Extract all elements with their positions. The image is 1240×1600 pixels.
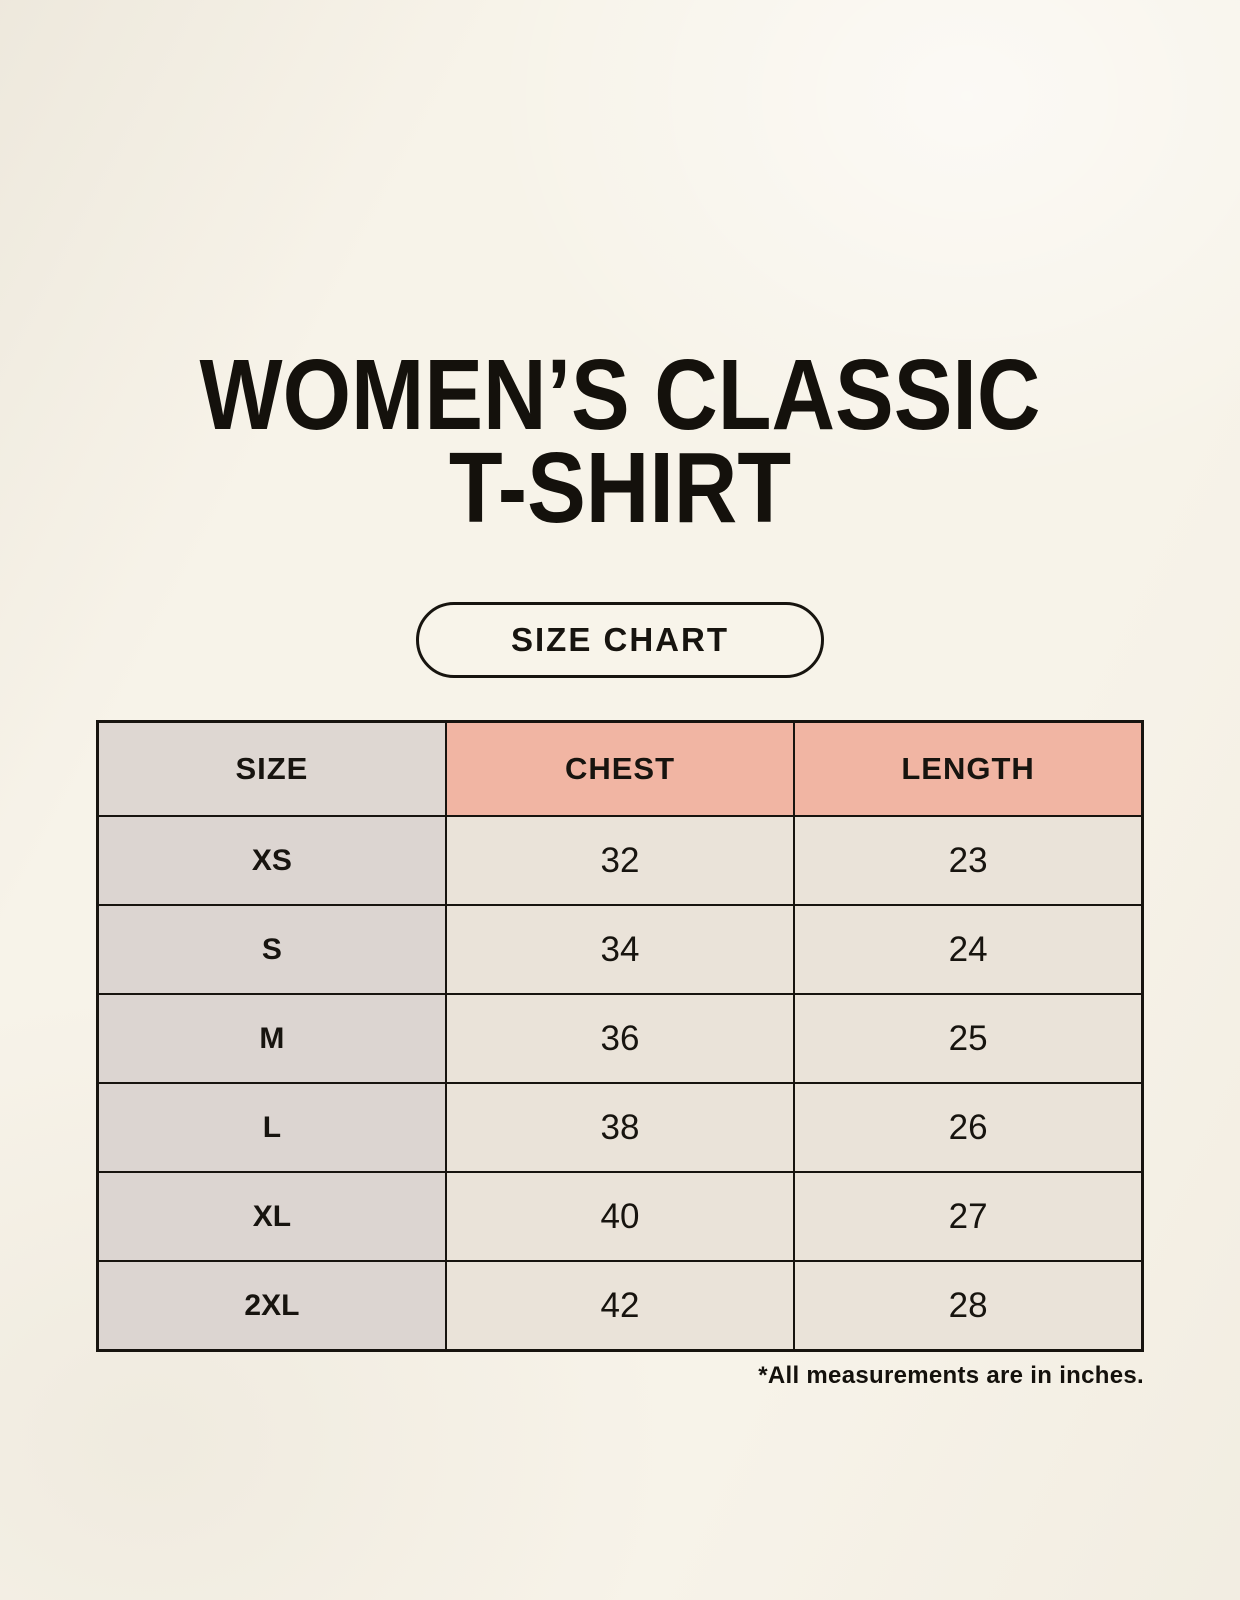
chest-value: 36 — [444, 993, 796, 1084]
length-value: 25 — [793, 993, 1144, 1084]
header-cell-length: LENGTH — [793, 720, 1144, 817]
table-row-xs: XS 32 23 — [96, 815, 1144, 906]
size-chart-badge-label: SIZE CHART — [511, 621, 729, 658]
footnote-container: *All measurements are in inches. — [96, 1362, 1144, 1390]
chest-value: 32 — [444, 815, 796, 906]
header-cell-chest: CHEST — [444, 720, 796, 817]
size-chart-badge: SIZE CHART — [416, 602, 824, 678]
size-label: 2XL — [96, 1260, 447, 1352]
table-row-2xl: 2XL 42 28 — [96, 1260, 1144, 1352]
table-row-m: M 36 25 — [96, 993, 1144, 1084]
length-value: 27 — [793, 1171, 1144, 1262]
page-title: WOMEN’S CLASSIC T-SHIRT — [74, 67, 1165, 544]
length-value: 24 — [793, 904, 1144, 995]
size-label: M — [96, 993, 447, 1084]
chest-value: 34 — [444, 904, 796, 995]
page-title-line-1: WOMEN’S CLASSIC — [199, 339, 1041, 451]
size-label: XL — [96, 1171, 447, 1262]
chest-value: 42 — [444, 1260, 796, 1352]
table-row-l: L 38 26 — [96, 1082, 1144, 1173]
length-value: 28 — [793, 1260, 1144, 1352]
size-label: L — [96, 1082, 447, 1173]
page-title-line-2: T-SHIRT — [448, 432, 792, 544]
length-value: 23 — [793, 815, 1144, 906]
size-chart-table-body: XS 32 23 S 34 24 M 36 25 L 38 26 XL 40 — [96, 815, 1144, 1352]
chest-value: 38 — [444, 1082, 796, 1173]
size-label: S — [96, 904, 447, 995]
header-row: SIZE CHEST LENGTH — [96, 720, 1144, 817]
header-cell-size: SIZE — [96, 720, 447, 817]
size-label: XS — [96, 815, 447, 906]
chest-value: 40 — [444, 1171, 796, 1262]
size-chart-table: SIZE CHEST LENGTH XS 32 23 S 34 24 M 36 … — [96, 720, 1144, 1352]
table-row-s: S 34 24 — [96, 904, 1144, 995]
table-row-xl: XL 40 27 — [96, 1171, 1144, 1262]
footnote: *All measurements are in inches. — [758, 1362, 1144, 1389]
size-chart-table-header: SIZE CHEST LENGTH — [96, 720, 1144, 817]
length-value: 26 — [793, 1082, 1144, 1173]
